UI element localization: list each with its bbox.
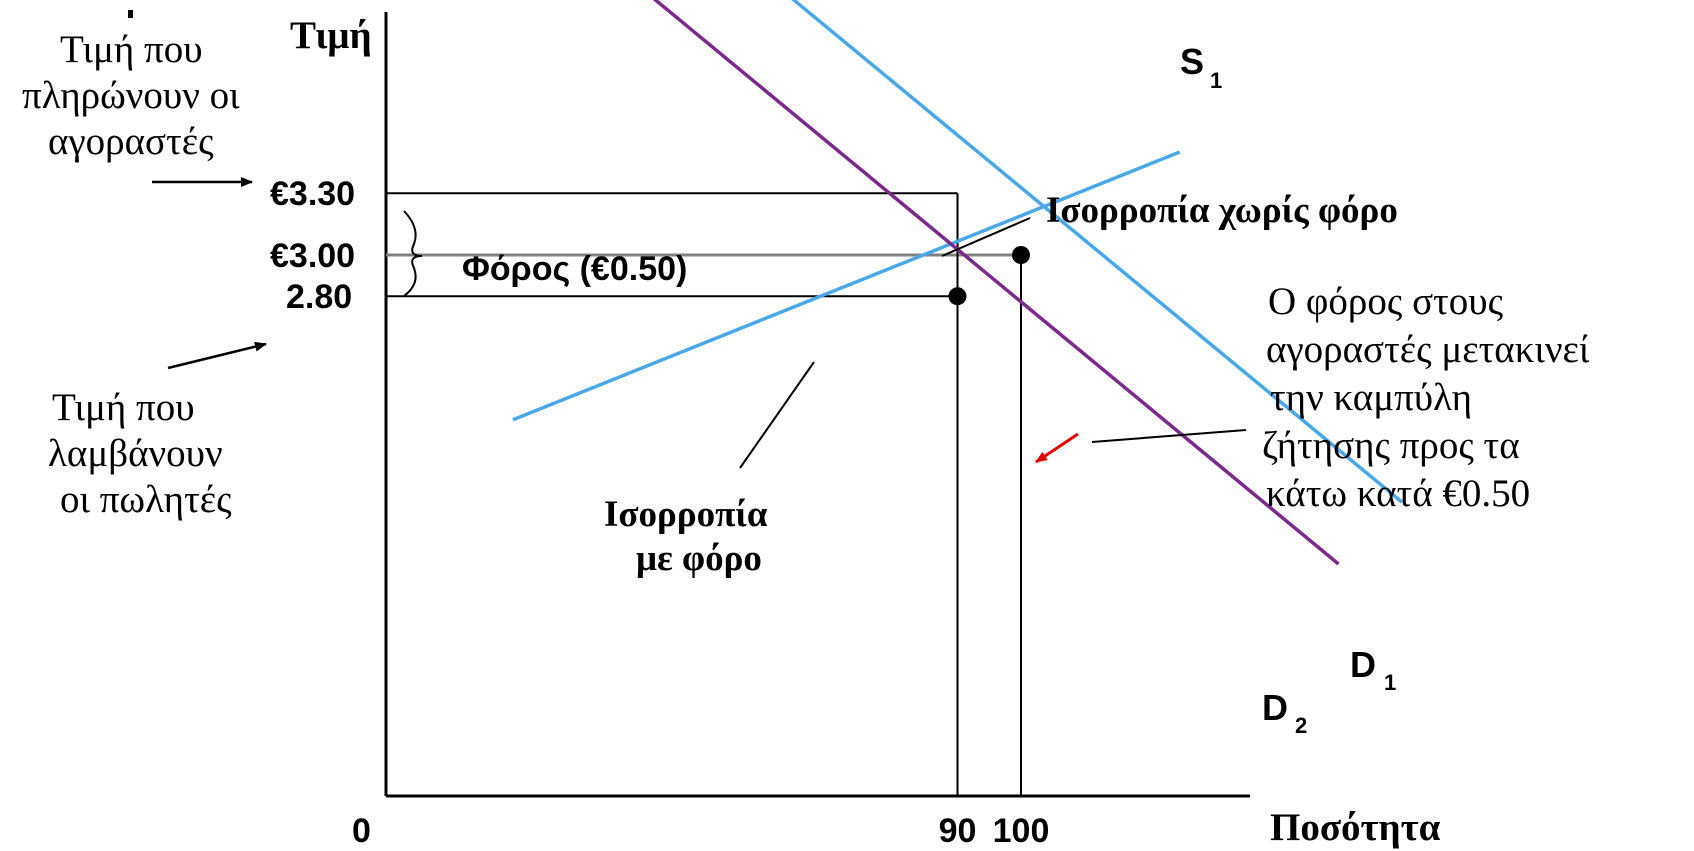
eq-with-tax-line-2: με φόρο [636,538,762,579]
curve-labels: S 1D 1D 2 [1180,41,1396,738]
buyers-price-note: Τιμή που πληρώνουν οι αγοραστές [22,28,253,187]
sellers-price-arrow [167,341,267,370]
eq-no-tax-note: Ισορροπία χωρίς φόρο [941,190,1398,257]
sellers-price-line-3: οι πωλητές [60,478,232,521]
shift-note-line-2: αγοραστές μετακινεί [1266,328,1590,371]
tax-label: Φόρος (€0.50) [462,250,687,288]
stray-dot [128,10,133,18]
y-tick-label: €3.00 [270,237,355,275]
shift-note-pointer [1091,429,1247,443]
curve-label-d1: D [1350,644,1376,685]
equilibrium-dot-1 [1012,246,1030,264]
shift-note: Ο φόρος στους αγοραστές μετακινεί την κα… [1035,280,1590,515]
y-tick-label: €3.30 [270,175,355,213]
shift-note-line-5: κάτω κατά €0.50 [1266,472,1530,515]
sellers-price-line-1: Τιμή που [52,386,195,429]
eq-no-tax-label: Ισορροπία χωρίς φόρο [1046,190,1398,231]
y-tick-label: 2.80 [286,278,352,316]
curve-label-sub-s1: 1 [1210,68,1222,93]
buyers-price-line-1: Τιμή που [60,28,203,71]
x-tick-label: 90 [939,812,977,850]
y-axis-label: Τιμή [290,14,372,57]
sellers-price-line-2: λαμβάνουν [48,432,223,475]
equilibrium-points [948,246,1030,306]
curve-label-sub-d1: 1 [1384,670,1396,695]
origin-label: 0 [352,812,371,850]
curve-label-d2: D [1262,687,1288,728]
curve-label-sub-d2: 2 [1295,713,1307,738]
x-tick-label: 100 [993,812,1050,850]
curve-label-s1: S [1180,41,1204,82]
shift-note-line-1: Ο φόρος στους [1268,280,1504,323]
equilibrium-dot-2 [948,287,967,306]
eq-with-tax-note: Ισορροπία με φόρο [604,361,815,579]
sellers-price-note: Τιμή που λαμβάνουν οι πωλητές [48,341,267,521]
curve-d1 [791,0,1404,504]
tax-brace [403,210,423,297]
curve-s1 [512,150,1181,422]
buyers-price-line-3: αγοραστές [48,120,214,163]
tick-labels: €3.30 €3.002.80 90 100 [270,175,1049,850]
shift-note-line-3: την καμπύλη [1270,376,1472,419]
curve-d2 [652,0,1340,566]
shift-red-arrow [1035,432,1079,464]
eq-with-tax-pointer [739,361,815,469]
eq-with-tax-line-1: Ισορροπία [604,494,768,535]
buyers-price-line-2: πληρώνουν οι [22,74,240,117]
x-axis-label: Ποσότητα [1270,806,1441,849]
curves [512,0,1404,566]
eq-no-tax-pointer [941,217,1031,257]
shift-note-line-4: ζήτησης προς τα [1262,424,1520,467]
